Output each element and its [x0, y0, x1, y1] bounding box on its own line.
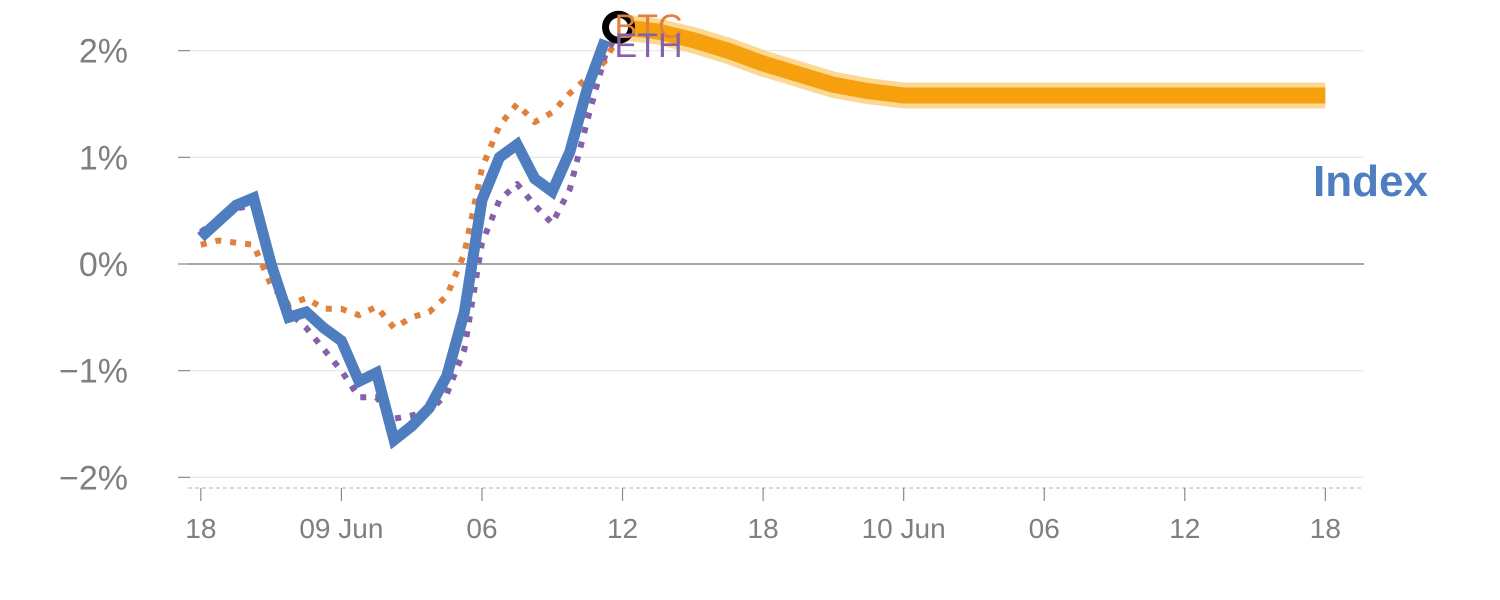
- x-tick-label: 12: [1169, 513, 1200, 544]
- x-tick-label: 18: [748, 513, 779, 544]
- x-tick-label: 18: [1310, 513, 1341, 544]
- eth-line: [199, 22, 626, 422]
- x-tick-label: 12: [607, 513, 638, 544]
- current-value-marker: [602, 10, 636, 44]
- index-line: [197, 38, 611, 450]
- y-tick-label: −1%: [59, 353, 128, 391]
- eth-label: ETH: [615, 27, 683, 65]
- x-tick-label: 06: [1029, 513, 1060, 544]
- y-axis: 2% 1% 0% −1% −2%: [59, 33, 190, 497]
- x-axis: 18 09 Jun 06 12 18 10 Jun 06 12 18: [185, 487, 1364, 544]
- forecast-line: [621, 19, 1326, 104]
- series-lines: [197, 10, 1326, 450]
- y-tick-label: 1%: [79, 139, 128, 177]
- y-tick-label: 0%: [79, 246, 128, 284]
- y-tick-label: 2%: [79, 33, 128, 71]
- x-tick-label: 09 Jun: [299, 513, 383, 544]
- x-tick-label: 06: [466, 513, 497, 544]
- x-tick-label: 18: [185, 513, 216, 544]
- index-label: Index: [1313, 157, 1428, 206]
- btc-label: BTC: [615, 8, 683, 46]
- y-tick-label: −2%: [59, 459, 128, 497]
- forecast-band: [620, 14, 1326, 109]
- x-tick-label: 10 Jun: [862, 513, 946, 544]
- gridlines: [188, 50, 1364, 478]
